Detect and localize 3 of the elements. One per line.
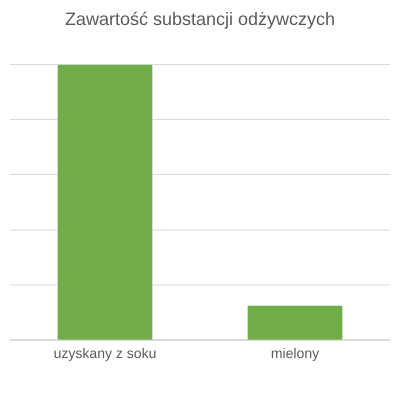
chart-title: Zawartość substancji odżywczych <box>64 9 336 29</box>
x-tick-label: uzyskany z soku <box>54 344 156 361</box>
x-tick-label: mielony <box>270 344 320 361</box>
